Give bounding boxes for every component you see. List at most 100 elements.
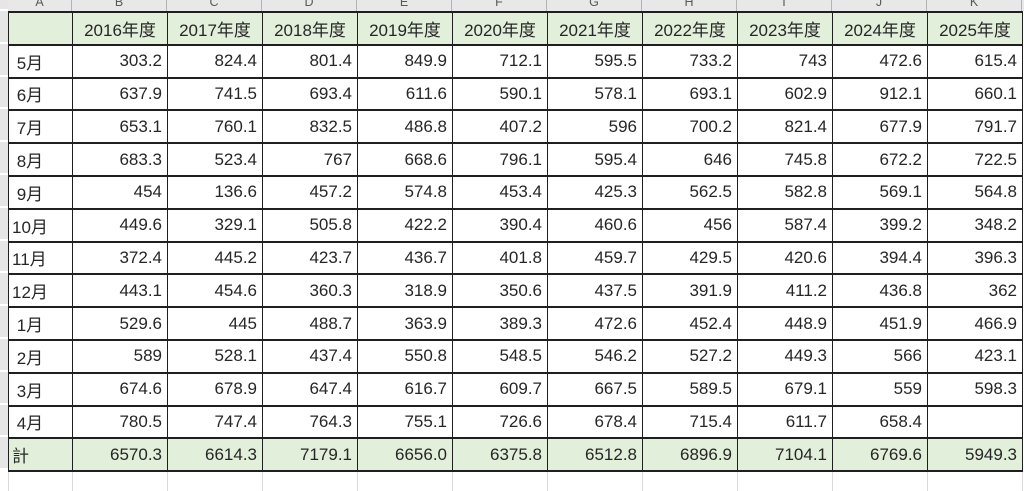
value-cell[interactable]: 363.9 — [357, 306, 453, 341]
total-value-cell[interactable]: 6512.8 — [547, 437, 643, 473]
value-cell[interactable]: 443.1 — [72, 273, 168, 309]
year-header-cell[interactable]: 2021年度 — [547, 11, 643, 46]
value-cell[interactable]: 348.2 — [927, 207, 1023, 243]
value-cell[interactable]: 595.5 — [547, 43, 643, 79]
value-cell[interactable]: 667.5 — [547, 371, 643, 407]
empty-cell[interactable] — [547, 471, 643, 491]
month-label-cell[interactable]: 3月 — [8, 371, 73, 407]
value-cell[interactable]: 595.4 — [547, 142, 643, 177]
value-cell[interactable]: 401.8 — [452, 240, 548, 276]
value-cell[interactable]: 389.3 — [452, 306, 548, 341]
value-cell[interactable]: 637.9 — [72, 76, 168, 112]
value-cell[interactable]: 548.5 — [452, 338, 548, 374]
value-cell[interactable]: 616.7 — [357, 371, 453, 407]
value-cell[interactable]: 448.9 — [737, 306, 833, 341]
column-header-J[interactable]: J — [832, 0, 927, 11]
total-value-cell[interactable]: 6769.6 — [832, 437, 928, 473]
column-header-E[interactable]: E — [357, 0, 452, 11]
value-cell[interactable]: 407.2 — [452, 109, 548, 145]
value-cell[interactable]: 472.6 — [547, 306, 643, 341]
empty-cell[interactable] — [357, 471, 453, 491]
value-cell[interactable]: 394.4 — [832, 240, 928, 276]
value-cell[interactable]: 755.1 — [357, 404, 453, 440]
empty-cell[interactable] — [262, 471, 358, 491]
value-cell[interactable]: 391.9 — [642, 273, 738, 309]
value-cell[interactable]: 136.6 — [167, 174, 263, 210]
value-cell[interactable]: 523.4 — [167, 142, 263, 177]
value-cell[interactable]: 693.4 — [262, 76, 358, 112]
value-cell[interactable]: 646 — [642, 142, 738, 177]
value-cell[interactable]: 611.7 — [737, 404, 833, 440]
total-value-cell[interactable]: 6656.0 — [357, 437, 453, 473]
value-cell[interactable]: 578.1 — [547, 76, 643, 112]
value-cell[interactable]: 445.2 — [167, 240, 263, 276]
value-cell[interactable]: 712.1 — [452, 43, 548, 79]
year-header-cell[interactable]: 2018年度 — [262, 11, 358, 46]
year-header-cell[interactable]: 2019年度 — [357, 11, 453, 46]
value-cell[interactable]: 590.1 — [452, 76, 548, 112]
value-cell[interactable]: 602.9 — [737, 76, 833, 112]
month-label-cell[interactable]: 7月 — [8, 109, 73, 145]
value-cell[interactable]: 660.1 — [927, 76, 1023, 112]
value-cell[interactable]: 422.2 — [357, 207, 453, 243]
column-header-F[interactable]: F — [452, 0, 547, 11]
value-cell[interactable]: 726.6 — [452, 404, 548, 440]
month-label-cell[interactable]: 1月 — [8, 306, 73, 341]
value-cell[interactable]: 318.9 — [357, 273, 453, 309]
value-cell[interactable]: 564.8 — [927, 174, 1023, 210]
value-cell[interactable]: 745.8 — [737, 142, 833, 177]
value-cell[interactable]: 767 — [262, 142, 358, 177]
value-cell[interactable]: 303.2 — [72, 43, 168, 79]
value-cell[interactable]: 459.7 — [547, 240, 643, 276]
value-cell[interactable]: 436.7 — [357, 240, 453, 276]
value-cell[interactable]: 562.5 — [642, 174, 738, 210]
value-cell[interactable]: 423.1 — [927, 338, 1023, 374]
value-cell[interactable]: 488.7 — [262, 306, 358, 341]
empty-cell[interactable] — [72, 471, 168, 491]
value-cell[interactable]: 715.4 — [642, 404, 738, 440]
value-cell[interactable]: 350.6 — [452, 273, 548, 309]
value-cell[interactable]: 423.7 — [262, 240, 358, 276]
value-cell[interactable]: 437.4 — [262, 338, 358, 374]
value-cell[interactable]: 425.3 — [547, 174, 643, 210]
empty-cell[interactable] — [927, 471, 1023, 491]
value-cell[interactable]: 647.4 — [262, 371, 358, 407]
value-cell[interactable]: 420.6 — [737, 240, 833, 276]
column-header-D[interactable]: D — [262, 0, 357, 11]
value-cell[interactable]: 460.6 — [547, 207, 643, 243]
value-cell[interactable]: 569.1 — [832, 174, 928, 210]
column-header-C[interactable]: C — [167, 0, 262, 11]
value-cell[interactable]: 466.9 — [927, 306, 1023, 341]
month-label-cell[interactable]: 2月 — [8, 338, 73, 374]
value-cell[interactable]: 360.3 — [262, 273, 358, 309]
value-cell[interactable]: 453.4 — [452, 174, 548, 210]
value-cell[interactable]: 764.3 — [262, 404, 358, 440]
value-cell[interactable]: 700.2 — [642, 109, 738, 145]
value-cell[interactable]: 486.8 — [357, 109, 453, 145]
year-header-cell[interactable]: 2020年度 — [452, 11, 548, 46]
month-label-cell[interactable]: 8月 — [8, 142, 73, 177]
value-cell[interactable]: 559 — [832, 371, 928, 407]
value-cell[interactable]: 912.1 — [832, 76, 928, 112]
value-cell[interactable]: 832.5 — [262, 109, 358, 145]
value-cell[interactable]: 457.2 — [262, 174, 358, 210]
month-label-cell[interactable]: 5月 — [8, 43, 73, 79]
value-cell[interactable]: 472.6 — [832, 43, 928, 79]
value-cell[interactable]: 678.9 — [167, 371, 263, 407]
month-label-cell[interactable]: 6月 — [8, 76, 73, 112]
value-cell[interactable]: 760.1 — [167, 109, 263, 145]
value-cell[interactable]: 546.2 — [547, 338, 643, 374]
empty-cell[interactable] — [8, 471, 73, 491]
value-cell[interactable]: 615.4 — [927, 43, 1023, 79]
column-header-I[interactable]: I — [737, 0, 832, 11]
value-cell[interactable]: 677.9 — [832, 109, 928, 145]
value-cell[interactable]: 801.4 — [262, 43, 358, 79]
year-header-cell[interactable]: 2024年度 — [832, 11, 928, 46]
value-cell[interactable]: 566 — [832, 338, 928, 374]
value-cell[interactable]: 399.2 — [832, 207, 928, 243]
total-label-cell[interactable]: 計 — [8, 437, 73, 473]
value-cell[interactable]: 589.5 — [642, 371, 738, 407]
value-cell[interactable]: 527.2 — [642, 338, 738, 374]
value-cell[interactable]: 390.4 — [452, 207, 548, 243]
column-header-B[interactable]: B — [72, 0, 167, 11]
